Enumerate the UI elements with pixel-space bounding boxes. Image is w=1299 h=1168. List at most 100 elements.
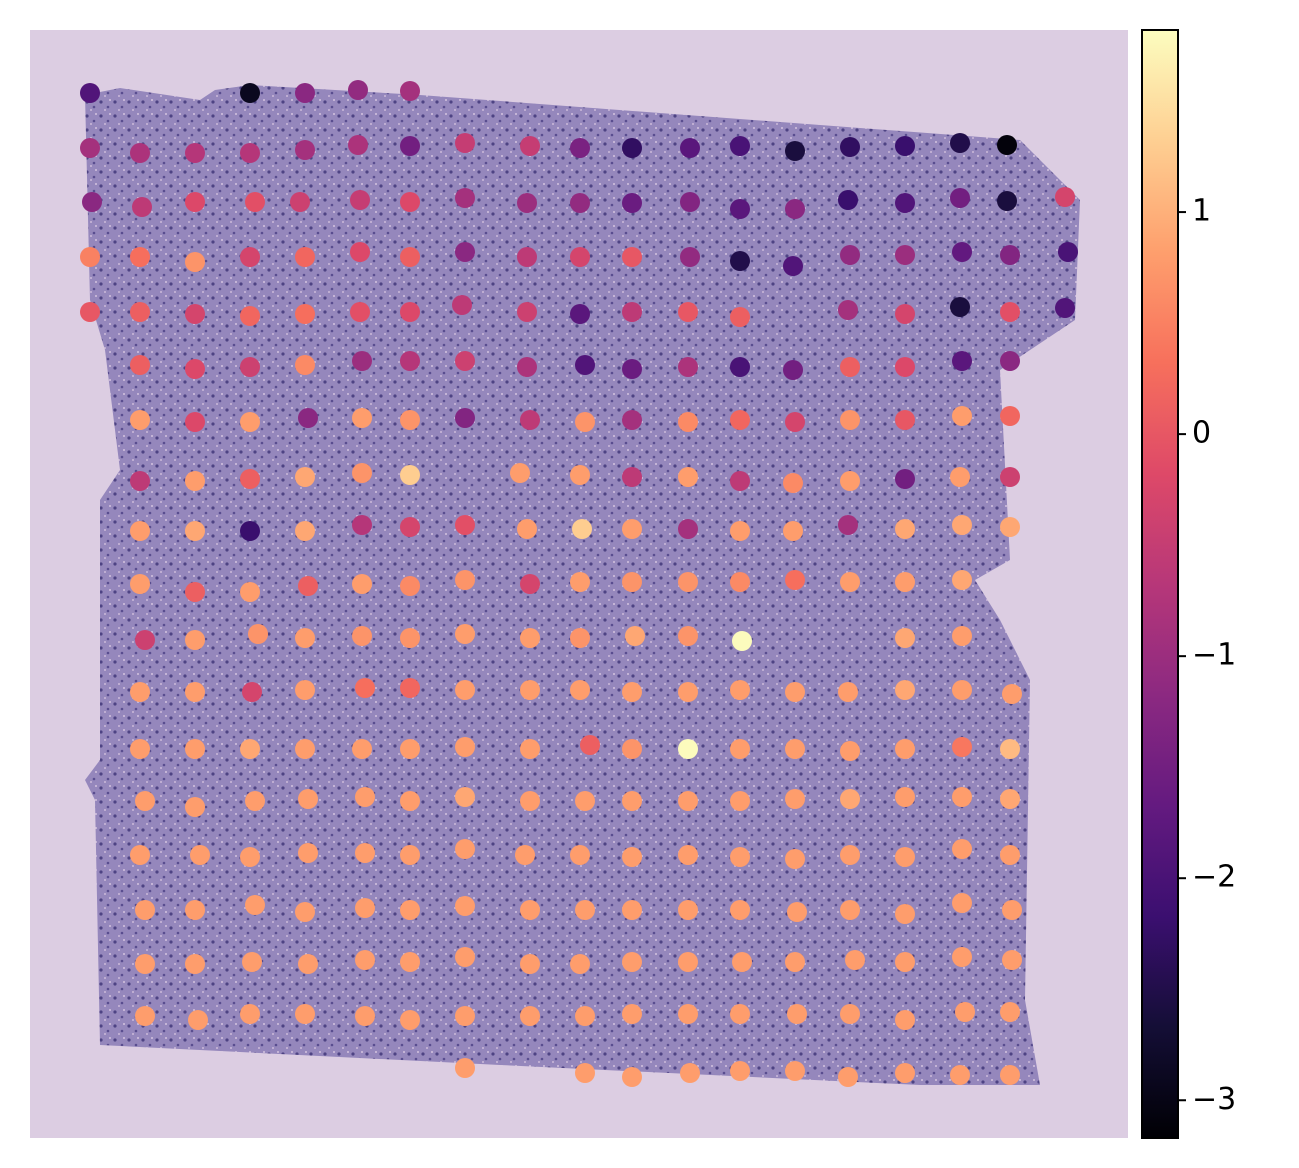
spot [295,1004,315,1024]
spot [840,245,860,265]
spot [295,304,315,324]
spot [352,574,372,594]
spot [185,900,205,920]
spot [838,515,858,535]
spot [730,410,750,430]
colorbar: −3 −2 −1 0 1 [1141,29,1236,1139]
spot [895,904,915,924]
spot [785,682,805,702]
spot [678,952,698,972]
spot [952,947,972,967]
spot [400,81,420,101]
spot [135,791,155,811]
spot [895,245,915,265]
spot [517,247,537,267]
spot [950,133,970,153]
spot [622,138,642,158]
spot [785,849,805,869]
spot [730,471,750,491]
spot [840,845,860,865]
spots [80,80,1078,1087]
spot [135,900,155,920]
spot [840,1004,860,1024]
spot [895,357,915,377]
spot [783,521,803,541]
spot [950,188,970,208]
spot [1000,1065,1020,1085]
spot [785,739,805,759]
spot [570,572,590,592]
colorbar-tick-label: 1 [1192,194,1211,229]
spot [730,1004,750,1024]
spot [185,304,205,324]
spot [455,737,475,757]
spot [840,410,860,430]
spot [242,682,262,702]
spot [785,952,805,972]
spot [82,192,102,212]
spot [240,582,260,602]
spot [185,682,205,702]
spot [352,463,372,483]
spot [245,791,265,811]
spot [355,678,375,698]
spot [895,519,915,539]
spot [678,791,698,811]
spot [570,954,590,974]
spot [455,947,475,967]
spot [130,355,150,375]
spot [1000,302,1020,322]
spot [455,515,475,535]
spot [950,467,970,487]
spot [950,1065,970,1085]
spot [400,136,420,156]
spot [298,954,318,974]
spot [952,406,972,426]
spot [298,843,318,863]
spot [575,1006,595,1026]
spot [355,787,375,807]
spot [895,304,915,324]
spot [455,351,475,371]
spot [1000,845,1020,865]
spot [570,628,590,648]
spot [135,1006,155,1026]
spot [295,247,315,267]
spot [400,1010,420,1030]
spot [952,626,972,646]
spot [622,519,642,539]
spot [622,572,642,592]
spot [895,1010,915,1030]
spot [185,954,205,974]
spot [185,143,205,163]
spot [952,893,972,913]
spot [622,952,642,972]
spot [240,521,260,541]
spot [455,133,475,153]
spot [290,192,310,212]
colorbar-tick-label: −2 [1192,860,1236,895]
spot [80,83,100,103]
spot [840,357,860,377]
spot [895,193,915,213]
spot [185,739,205,759]
spot [130,845,150,865]
spot [350,242,370,262]
spot [787,1004,807,1024]
spot [455,680,475,700]
spot [295,140,315,160]
spot [622,900,642,920]
spot [455,570,475,590]
spot [1002,684,1022,704]
spot [730,791,750,811]
spot [240,739,260,759]
spot [680,1063,700,1083]
spot [520,900,540,920]
spot [895,410,915,430]
spot [455,624,475,644]
spot [455,896,475,916]
spot [520,680,540,700]
spot [455,1058,475,1078]
spot [188,1010,208,1030]
spot [520,1006,540,1026]
